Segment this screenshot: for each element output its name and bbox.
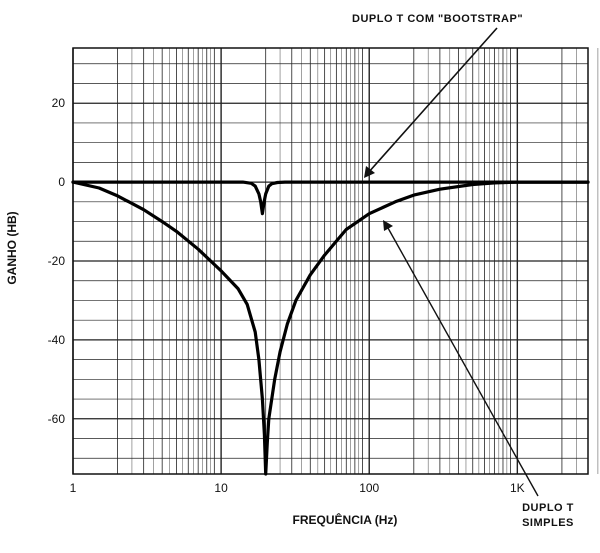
x-tick-label: 100 [359, 481, 379, 495]
y-tick-label: 20 [52, 96, 66, 110]
series-line-bootstrap [71, 180, 590, 216]
y-tick-label: -60 [48, 412, 66, 426]
grid [72, 48, 599, 474]
x-tick-label: 1K [510, 481, 525, 495]
x-tick-label: 10 [214, 481, 228, 495]
tick-labels: 1 10 100 1K 20 0 -20 -40 -60 [48, 96, 525, 495]
series-layer [71, 180, 590, 476]
annotation-simples: DUPLO T SIMPLES [383, 220, 574, 529]
plot-frame [72, 47, 589, 475]
y-tick-label: -20 [48, 254, 66, 268]
annotation-simples-line1: DUPLO T [522, 502, 574, 514]
annotation-bootstrap: DUPLO T COM "BOOTSTRAP" [352, 13, 523, 178]
annotation-simples-arrow [387, 227, 539, 497]
y-tick-label: -40 [48, 333, 66, 347]
annotation-bootstrap-arrowhead [364, 166, 375, 178]
annotation-simples-line2: SIMPLES [522, 517, 574, 529]
annotation-simples-arrowhead [383, 220, 393, 231]
y-tick-label: 0 [58, 175, 65, 189]
annotation-bootstrap-text: DUPLO T COM "BOOTSTRAP" [352, 13, 523, 25]
series-line-simples [71, 180, 590, 476]
x-tick-label: 1 [70, 481, 77, 495]
x-axis-label: FREQUÊNCIA (Hz) [293, 512, 398, 527]
y-axis-label: GANHO (HB) [5, 211, 19, 284]
annotation-bootstrap-arrow [367, 27, 498, 174]
